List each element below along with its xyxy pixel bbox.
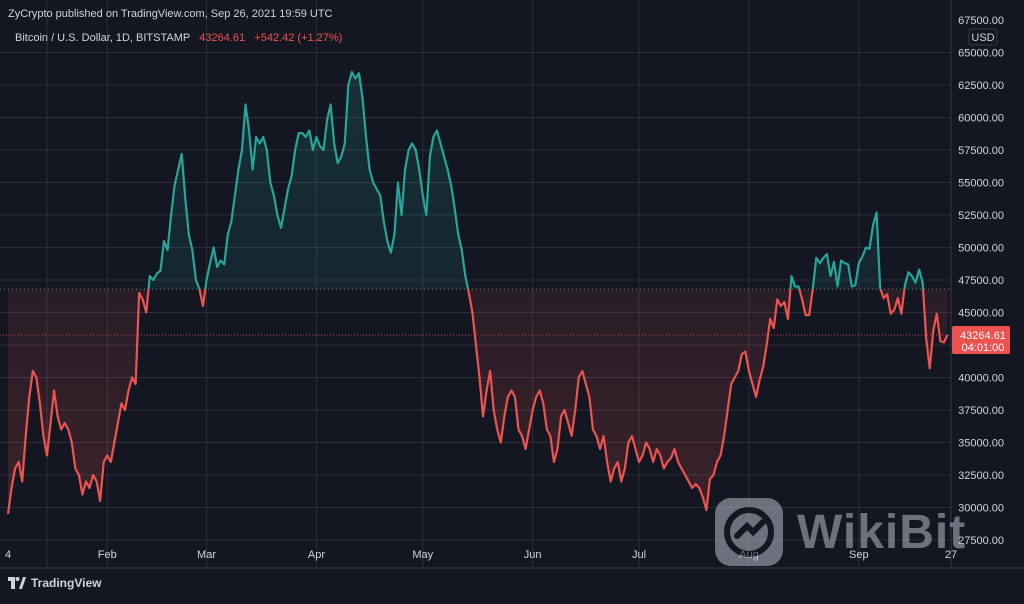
price-tick-label: 35000.00 [958,438,1004,450]
price-tick-label: 32500.00 [958,470,1004,482]
time-tick-label: Feb [98,549,117,561]
price-tick-label: 45000.00 [958,308,1004,320]
price-tick-label: 57500.00 [958,145,1004,157]
time-tick-label: Mar [197,549,216,561]
time-tick-label: Apr [308,549,325,561]
currency-label: USD [971,32,994,44]
tradingview-label: TradingView [31,576,102,590]
price-line [6,70,949,515]
time-tick-label: Jun [524,549,542,561]
symbol-legend[interactable]: Bitcoin / U.S. Dollar, 1D, BITSTAMP 4326… [15,32,342,44]
last-price-tag-countdown: 04:01:00 [962,342,1005,354]
price-change: +542.42 (+1.27%) [254,32,343,44]
last-price-value: 43264.61 [199,32,246,44]
price-axis[interactable]: 65000.00 62500.00 60000.00 57500.00 55000.00… [958,15,1004,547]
price-tick-label: 52500.00 [958,210,1004,222]
price-tick-label: 65000.00 [958,48,1004,60]
last-price-tag-value: 43264.61 [960,330,1006,342]
time-tick-label: Sep [849,549,869,561]
currency-badge [968,28,998,46]
area-fill-down [8,289,948,514]
price-tick-label: 40000.00 [958,373,1004,385]
price-tick-label: 60000.00 [958,113,1004,125]
price-tick-label: 27500.00 [958,535,1004,547]
price-tick-label: 50000.00 [958,243,1004,255]
time-tick-label: 27 [945,549,957,561]
wikibit-watermark: WikiBit [713,496,966,568]
symbol-name: Bitcoin / U.S. Dollar, 1D, BITSTAMP [15,32,191,44]
time-tick-label: May [412,549,433,561]
reference-lines [0,288,951,336]
price-line-up [147,70,925,290]
price-tick-label: 30000.00 [958,503,1004,515]
price-tick-label: 37500.00 [958,405,1004,417]
tradingview-icon [8,577,26,589]
price-tick-label: 47500.00 [958,275,1004,287]
price-line-down [6,289,949,515]
wikibit-logo-icon [715,498,783,566]
publish-info: ZyCrypto published on TradingView.com, S… [8,8,333,20]
watermark-text: WikiBit [797,505,967,559]
time-tick-label: Jul [632,549,646,561]
tradingview-logo[interactable]: TradingView [8,576,101,590]
price-tick-label: 62500.00 [958,80,1004,92]
price-tick-label-top: 67500.00 [958,15,1004,27]
last-price-tag-box [952,326,1010,355]
area-fill [8,72,948,514]
area-fill-up [8,72,948,290]
time-tick-label: 4 [5,549,11,561]
price-tick-label: 55000.00 [958,178,1004,190]
